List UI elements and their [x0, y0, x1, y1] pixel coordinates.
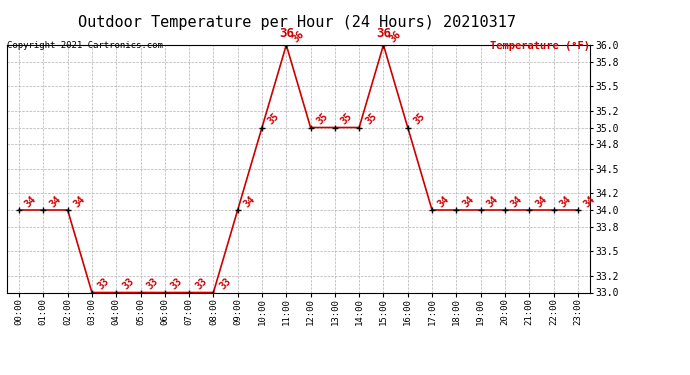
- Text: 33: 33: [120, 276, 136, 292]
- Text: 35: 35: [364, 111, 379, 127]
- Text: 34: 34: [48, 194, 63, 209]
- Text: 34: 34: [72, 194, 87, 209]
- Text: 34: 34: [582, 194, 598, 209]
- Text: 36: 36: [279, 27, 294, 40]
- Text: 34: 34: [242, 194, 257, 209]
- Text: 35: 35: [412, 111, 427, 127]
- Text: 34: 34: [533, 194, 549, 209]
- Text: 34: 34: [460, 194, 476, 209]
- Text: 35: 35: [266, 111, 282, 127]
- Text: 34: 34: [558, 194, 573, 209]
- Text: 33: 33: [193, 276, 208, 292]
- Text: Copyright 2021 Cartronics.com: Copyright 2021 Cartronics.com: [7, 41, 163, 50]
- Text: 35: 35: [339, 111, 355, 127]
- Text: 34: 34: [485, 194, 500, 209]
- Text: 36: 36: [376, 27, 391, 40]
- Text: 33: 33: [169, 276, 184, 292]
- Text: 34: 34: [436, 194, 451, 209]
- Text: 34: 34: [509, 194, 524, 209]
- Text: 33: 33: [217, 276, 233, 292]
- Text: Temperature (°F): Temperature (°F): [490, 41, 590, 51]
- Text: 36: 36: [290, 29, 306, 44]
- Text: Outdoor Temperature per Hour (24 Hours) 20210317: Outdoor Temperature per Hour (24 Hours) …: [78, 15, 515, 30]
- Text: 34: 34: [23, 194, 39, 209]
- Text: 35: 35: [315, 111, 330, 127]
- Text: 36: 36: [388, 29, 403, 44]
- Text: 33: 33: [96, 276, 112, 292]
- Text: 33: 33: [145, 276, 160, 292]
